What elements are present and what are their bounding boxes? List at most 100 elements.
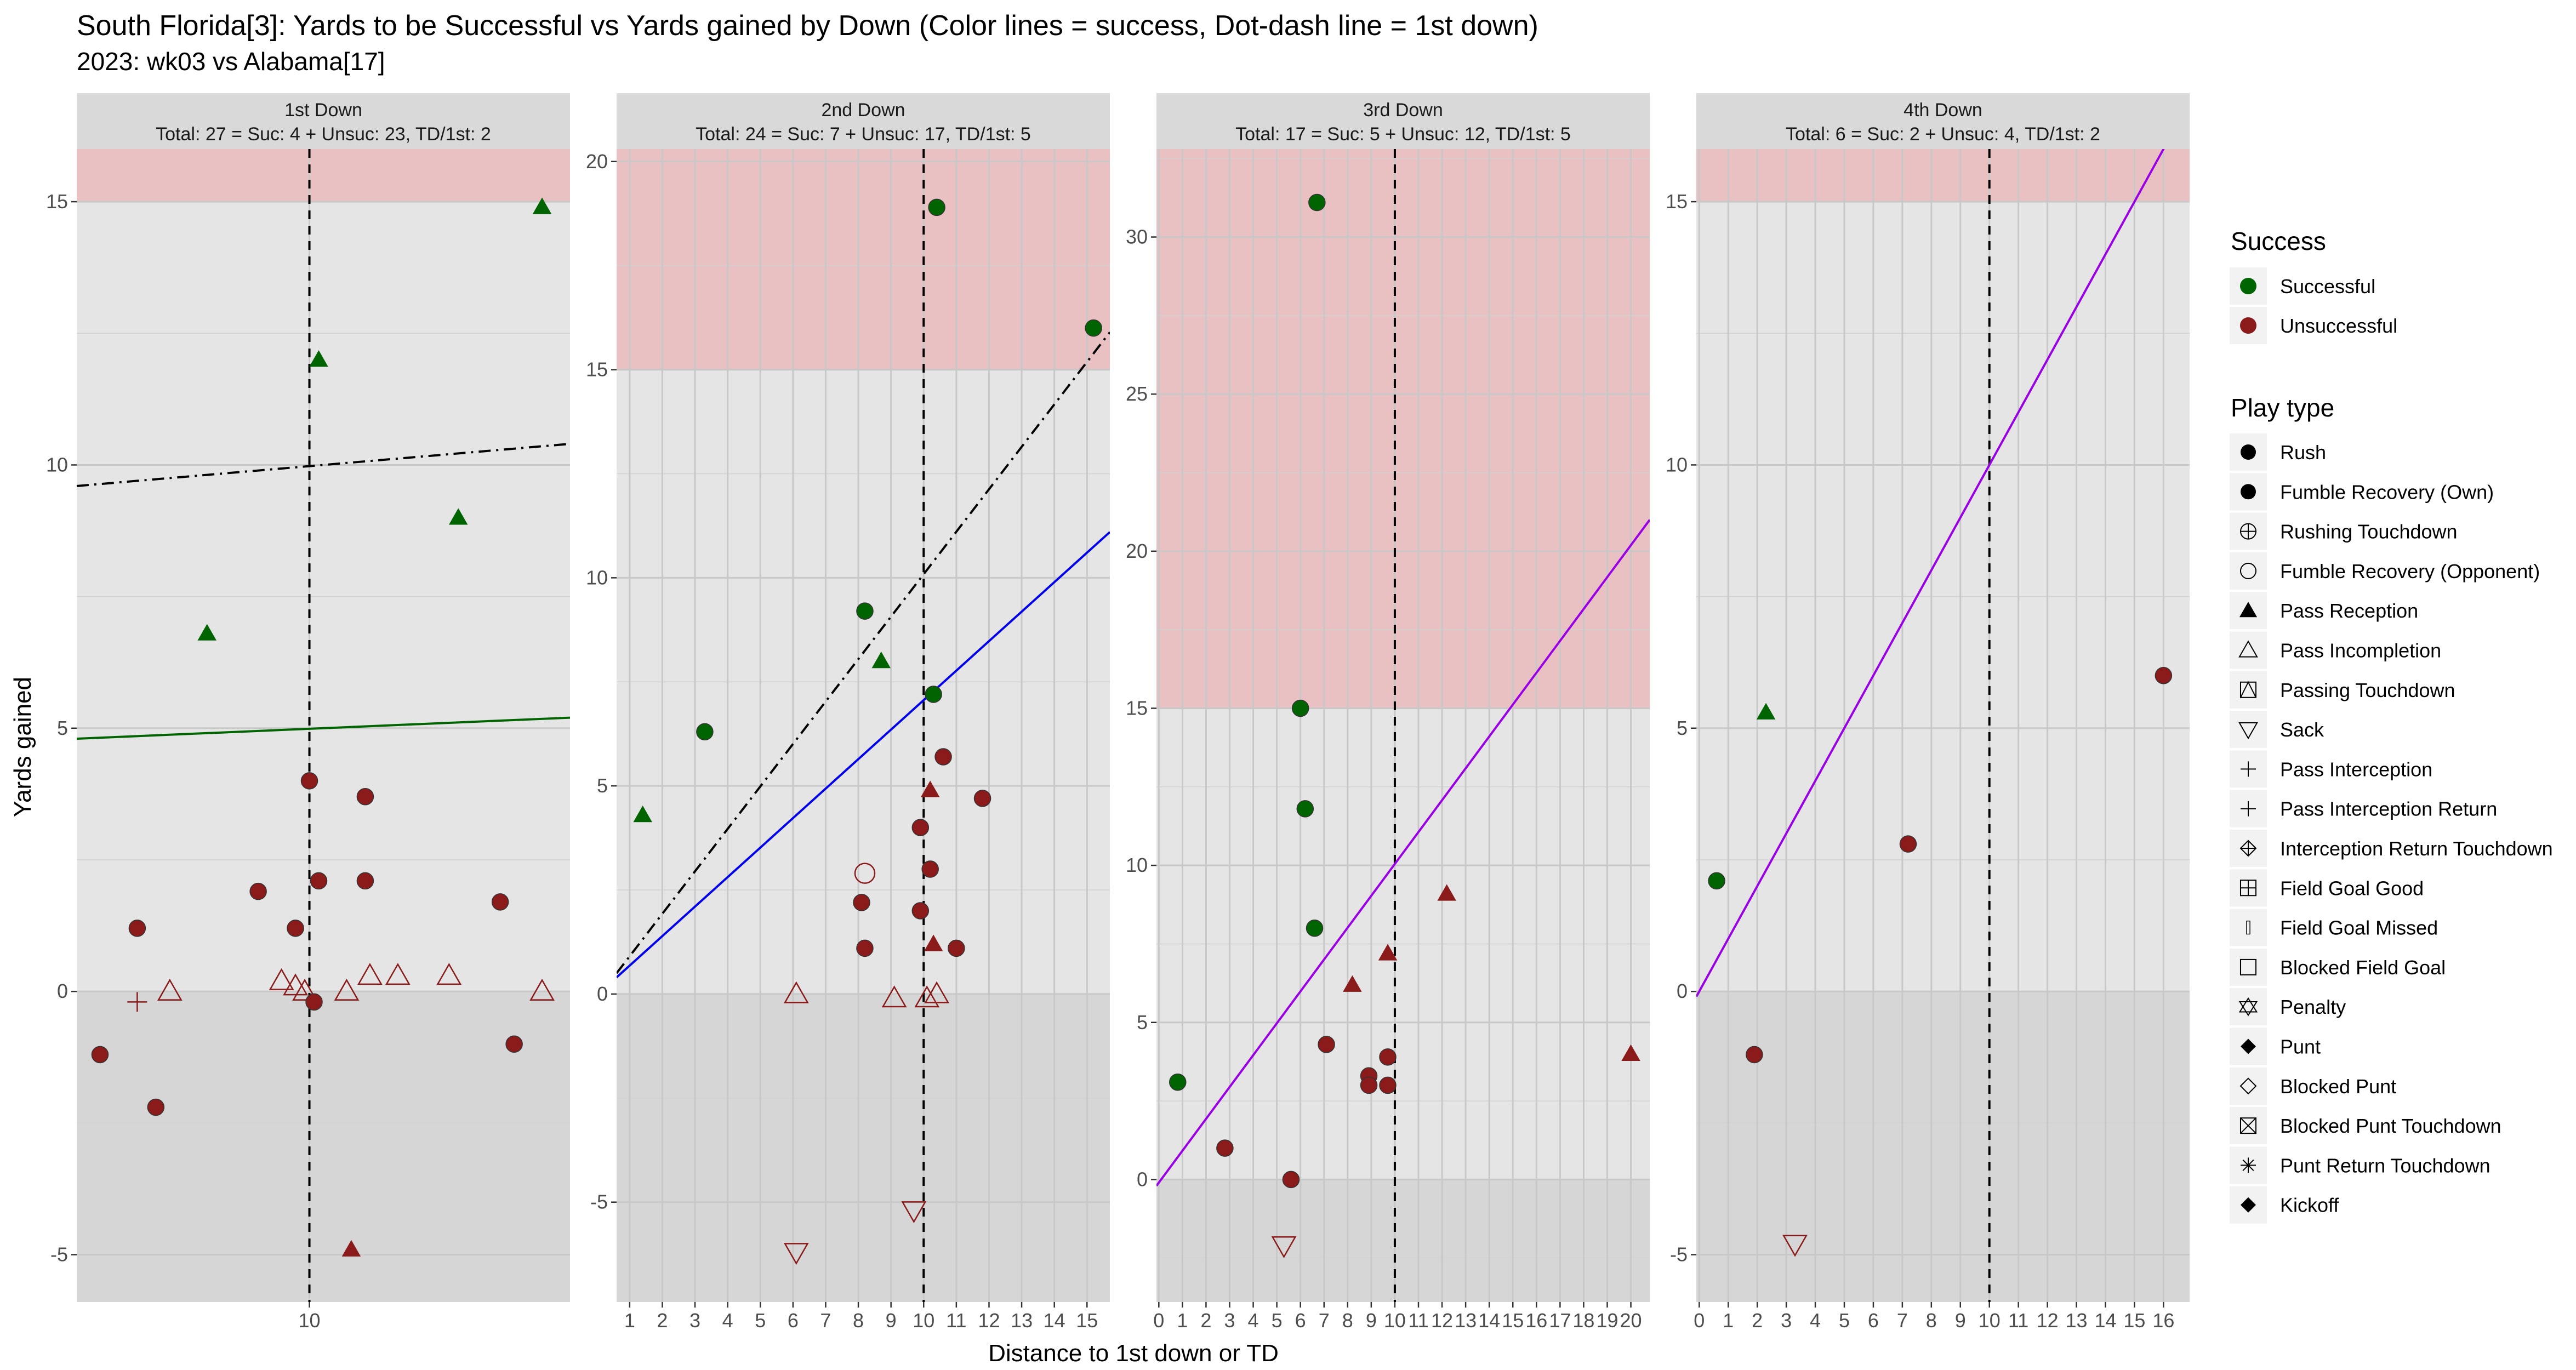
dot-dash-first-down-line	[617, 331, 1110, 974]
legend-key-background	[2230, 1067, 2267, 1105]
y-tick-label: 20	[586, 150, 608, 173]
y-tick-label: 0	[597, 983, 608, 1005]
x-tick-label: 12	[978, 1309, 1000, 1332]
data-point	[448, 508, 468, 525]
legend-key-bar-open-icon	[2246, 920, 2250, 935]
data-point	[856, 602, 874, 620]
data-point	[783, 981, 809, 1003]
negative-yardage-band	[617, 994, 1110, 1302]
legend-key-square-open-icon	[2240, 958, 2256, 975]
x-tick-label: 13	[2066, 1309, 2088, 1332]
x-tick-label: 14	[1044, 1309, 1065, 1332]
data-point	[783, 1243, 809, 1265]
legend-label: Blocked Punt	[2280, 1075, 2396, 1098]
legend-play-type-title: Play type	[2231, 393, 2334, 422]
chart-title: South Florida[3]: Yards to be Successful…	[77, 10, 1538, 42]
data-point	[1343, 975, 1362, 992]
legend-item-play-type: Blocked Field Goal	[2230, 948, 2446, 986]
legend-label: Field Goal Good	[2280, 877, 2424, 899]
legend-item-play-type: Punt	[2230, 1028, 2321, 1065]
strip-subtitle: Total: 27 = Suc: 4 + Unsuc: 23, TD/1st: …	[156, 124, 491, 145]
big-play-band	[617, 149, 1110, 370]
big-play-band	[77, 149, 570, 202]
x-tick-label: 15	[1502, 1309, 1524, 1332]
legend-label: Kickoff	[2280, 1194, 2339, 1217]
strip-background	[617, 93, 1110, 149]
data-point	[356, 787, 374, 806]
legend-key-circle	[2240, 317, 2256, 334]
x-tick-label: 4	[1248, 1309, 1259, 1332]
legend-item-play-type: Blocked Punt Touchdown	[2230, 1107, 2501, 1145]
legend-key-asterisk-icon	[2241, 1157, 2256, 1173]
data-point	[505, 1035, 523, 1053]
data-point	[128, 920, 146, 937]
legend-item-play-type: Interception Return Touchdown	[2230, 830, 2553, 867]
legend-label: Pass Incompletion	[2280, 640, 2441, 662]
x-tick-label: 19	[1596, 1309, 1618, 1332]
x-tick-label: 8	[1926, 1309, 1937, 1332]
data-point	[914, 985, 940, 1008]
y-tick-label: 30	[1126, 226, 1148, 248]
x-tick-label: 2	[1752, 1309, 1763, 1332]
legend-item-play-type: Blocked Punt	[2230, 1067, 2396, 1105]
x-tick-label: 12	[1431, 1309, 1453, 1332]
data-point	[901, 1201, 927, 1224]
y-tick-label: 0	[57, 980, 68, 1002]
strip-subtitle: Total: 17 = Suc: 5 + Unsuc: 12, TD/1st: …	[1235, 124, 1571, 145]
legend-success-title: Success	[2231, 227, 2326, 255]
data-point	[283, 973, 308, 996]
x-tick-label: 1	[1723, 1309, 1734, 1332]
legend-item-play-type: Penalty	[2230, 988, 2346, 1026]
data-point	[356, 872, 374, 890]
legend-key-plus-icon	[2241, 761, 2256, 777]
data-point	[197, 624, 216, 641]
x-tick-label: 12	[2037, 1309, 2059, 1332]
legend-label: Pass Reception	[2280, 600, 2418, 622]
x-axis-label: Distance to 1st down or TD	[988, 1340, 1279, 1367]
data-point	[385, 963, 411, 985]
data-point	[871, 652, 891, 669]
legend-key-background	[2230, 988, 2267, 1026]
data-point	[948, 939, 965, 957]
legend-key-triangle-filled-icon	[2239, 602, 2258, 618]
x-tick-label: 9	[886, 1309, 897, 1332]
data-point	[305, 993, 323, 1011]
x-tick-label: 15	[2123, 1309, 2145, 1332]
y-tick-label: 5	[597, 774, 608, 797]
data-point	[300, 772, 318, 790]
strip-title: 2nd Down	[821, 100, 905, 121]
legend-key-square-triangle-icon	[2240, 681, 2256, 698]
data-point	[1169, 1073, 1187, 1091]
data-point	[491, 893, 509, 911]
data-point	[854, 863, 876, 884]
strip-background	[1696, 93, 2190, 149]
x-tick-label: 14	[1478, 1309, 1500, 1332]
dot-dash-first-down-line	[77, 443, 570, 487]
facet-panel-4: 4th Down Total: 6 = Suc: 2 + Unsuc: 4, TD…	[1666, 93, 2190, 1332]
x-tick-label: 8	[853, 1309, 864, 1332]
y-tick-label: 10	[586, 566, 608, 589]
x-tick-label: 5	[755, 1309, 766, 1332]
facet-panel-3: 3rd Down Total: 17 = Suc: 5 + Unsuc: 12, …	[1126, 93, 1650, 1332]
legend-key-background	[2230, 948, 2267, 986]
data-point	[436, 963, 462, 985]
y-tick-label: 15	[1666, 190, 1688, 213]
big-play-band	[1696, 149, 2190, 202]
x-tick-label: 2	[657, 1309, 668, 1332]
x-tick-label: 4	[1810, 1309, 1821, 1332]
data-point	[920, 780, 940, 797]
x-tick-label: 9	[1955, 1309, 1966, 1332]
x-tick-label: 4	[722, 1309, 733, 1332]
data-point	[1291, 699, 1309, 717]
reference-lines	[77, 149, 570, 1302]
data-points	[633, 198, 1102, 1265]
facet-panels: 1st Down Total: 27 = Suc: 4 + Unsuc: 23, …	[46, 93, 2190, 1332]
x-tick-label: 8	[1342, 1309, 1353, 1332]
legend-item-unsuccessful: Unsuccessful	[2230, 307, 2397, 344]
negative-yardage-band	[1156, 1179, 1650, 1302]
y-tick-label: -5	[50, 1243, 68, 1266]
x-tick-label: 13	[1455, 1309, 1477, 1332]
success-line	[77, 716, 570, 740]
x-tick-label: 6	[788, 1309, 799, 1332]
legend-key-background	[2230, 631, 2267, 669]
